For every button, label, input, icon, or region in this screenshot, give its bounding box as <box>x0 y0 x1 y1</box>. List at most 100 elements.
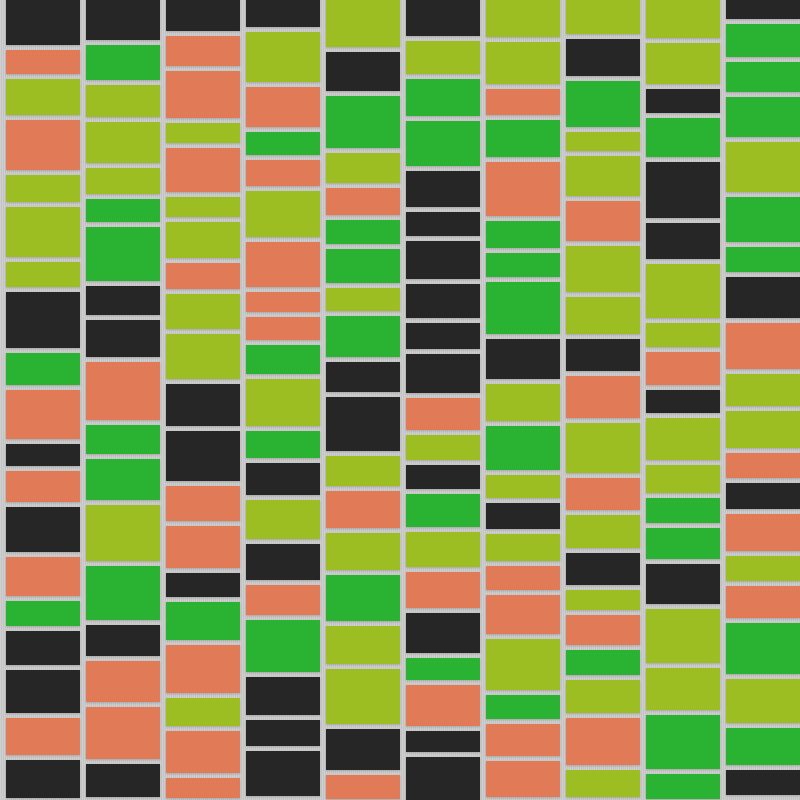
tile-dark <box>86 286 160 315</box>
tile-salmon <box>486 724 560 756</box>
tile-dark <box>406 613 480 653</box>
tile-dark <box>726 770 800 795</box>
tile-column <box>566 0 640 800</box>
tile-green <box>406 79 480 116</box>
tile-lime <box>406 435 480 460</box>
tile-dark <box>406 757 480 800</box>
tile-lime <box>726 411 800 448</box>
tile-dark <box>406 354 480 393</box>
tile-green <box>646 498 720 523</box>
tile-green <box>486 120 560 157</box>
tile-lime <box>646 323 720 347</box>
tile-lime <box>406 532 480 567</box>
tile-salmon <box>566 718 640 765</box>
tile-salmon <box>326 188 400 215</box>
tile-salmon <box>486 162 560 216</box>
tile-green <box>326 575 400 621</box>
tile-lime <box>566 770 640 797</box>
tile-green <box>726 24 800 57</box>
tile-green <box>246 345 320 374</box>
tile-dark <box>6 507 80 552</box>
tile-lime <box>646 418 720 460</box>
tile-green <box>726 623 800 674</box>
tile-lime <box>326 0 400 47</box>
tile-dark <box>406 465 480 489</box>
tile-salmon <box>566 201 640 241</box>
tile-salmon <box>166 263 240 289</box>
tile-salmon <box>726 323 800 369</box>
tile-salmon <box>166 486 240 521</box>
tile-salmon <box>406 398 480 430</box>
tile-green <box>646 528 720 559</box>
tile-green <box>86 459 160 500</box>
tile-dark <box>726 483 800 509</box>
tile-green <box>6 353 80 385</box>
tile-salmon <box>566 376 640 418</box>
tile-green <box>166 602 240 640</box>
tile-lime <box>566 680 640 713</box>
tile-salmon <box>486 761 560 797</box>
tile-lime <box>486 384 560 421</box>
tile-green <box>646 774 720 799</box>
tile-lime <box>326 456 400 486</box>
tile-dark <box>646 390 720 413</box>
tile-lime <box>566 297 640 334</box>
tile-lime <box>166 698 240 726</box>
tile-green <box>86 199 160 222</box>
tile-green <box>566 650 640 675</box>
tile-green <box>86 566 160 620</box>
tile-salmon <box>486 89 560 115</box>
tile-dark <box>166 0 240 31</box>
tile-column <box>6 0 80 800</box>
tile-dark <box>166 573 240 597</box>
tile-lime <box>166 123 240 143</box>
tile-dark <box>6 670 80 713</box>
tile-green <box>726 197 800 242</box>
tile-lime <box>86 168 160 194</box>
tile-column <box>406 0 480 800</box>
tile-dark <box>726 0 800 19</box>
tile-salmon <box>166 36 240 66</box>
tile-dark <box>326 52 400 91</box>
tile-green <box>646 715 720 769</box>
tile-dark <box>6 760 80 798</box>
tile-lime <box>246 191 320 237</box>
tile-salmon <box>246 317 320 340</box>
tile-lime <box>566 0 640 34</box>
tile-green <box>486 695 560 719</box>
tile-salmon <box>726 586 800 618</box>
tile-dark <box>246 544 320 580</box>
tile-column <box>486 0 560 800</box>
tile-lime <box>166 197 240 217</box>
tile-column <box>86 0 160 800</box>
tile-lime <box>486 534 560 561</box>
tile-green <box>646 118 720 157</box>
tile-green <box>6 601 80 626</box>
tile-dark <box>486 503 560 529</box>
tile-lime <box>646 465 720 493</box>
tile-salmon <box>246 242 320 287</box>
tile-dark <box>246 677 320 715</box>
tile-dark <box>166 384 240 426</box>
tile-dark <box>406 171 480 207</box>
tile-dark <box>246 0 320 27</box>
tile-lime <box>566 246 640 292</box>
tile-lime <box>326 288 400 311</box>
tile-dark <box>6 0 80 45</box>
tile-dark <box>566 339 640 371</box>
tile-salmon <box>326 491 400 528</box>
tile-salmon <box>646 352 720 385</box>
tile-dark <box>6 292 80 348</box>
tile-dark <box>86 0 160 40</box>
tile-dark <box>406 241 480 279</box>
tile-salmon <box>86 707 160 759</box>
tile-green <box>566 81 640 127</box>
tile-dark <box>406 0 480 36</box>
tile-lime <box>726 142 800 192</box>
tile-salmon <box>166 71 240 118</box>
tile-lime <box>166 334 240 379</box>
tile-salmon <box>246 160 320 186</box>
tile-lime <box>246 500 320 539</box>
tile-salmon <box>246 292 320 312</box>
tile-green <box>86 227 160 281</box>
